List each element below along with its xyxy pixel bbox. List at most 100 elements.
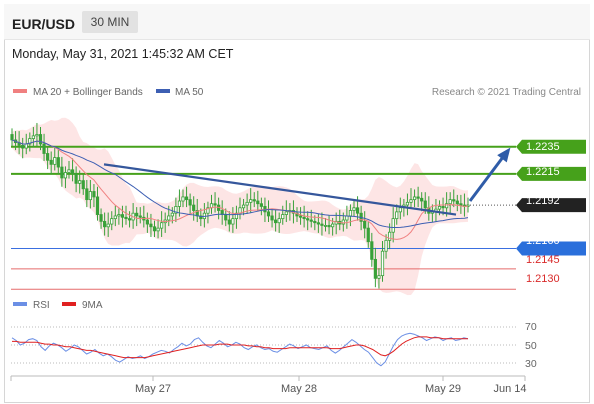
candle-body xyxy=(398,207,402,213)
level-tag-r1: 1.2215 xyxy=(516,166,586,181)
candle-body xyxy=(352,207,356,211)
interval-badge[interactable]: 30 MIN xyxy=(82,11,138,33)
candle-body xyxy=(409,199,413,203)
level-tag-r2: 1.2235 xyxy=(516,139,586,154)
candle-body xyxy=(256,200,260,205)
candle-body xyxy=(259,203,263,207)
rsi-ma-legend-label: 9MA xyxy=(82,300,103,311)
candle-body xyxy=(459,203,463,206)
candle-body xyxy=(331,223,335,228)
candle-body xyxy=(56,157,60,168)
candle-body xyxy=(188,199,192,206)
candle-body xyxy=(266,211,271,217)
rsi-tick-70: 70 xyxy=(525,321,537,333)
candle-body xyxy=(245,201,249,206)
rsi-legend-swatch xyxy=(13,302,27,306)
candle-body xyxy=(309,219,313,222)
candle-body xyxy=(380,250,385,277)
forecast-arrow-head xyxy=(497,147,511,163)
rsi-line xyxy=(11,332,469,367)
trendline xyxy=(103,163,457,216)
candle-body xyxy=(370,241,374,260)
candle-body xyxy=(412,196,417,201)
candle-body xyxy=(241,204,246,209)
candle-body xyxy=(184,196,189,201)
candle-body xyxy=(85,188,89,201)
candle-body xyxy=(420,197,424,202)
candle-body xyxy=(302,216,306,220)
rsi-ma-legend-swatch xyxy=(62,302,76,306)
ma20-legend-swatch xyxy=(13,89,27,93)
ma50-legend-label: MA 50 xyxy=(175,87,204,98)
candle-body xyxy=(341,219,345,225)
candle-body xyxy=(388,231,392,241)
candle-body xyxy=(88,191,92,201)
ma50-line xyxy=(11,139,469,229)
candle-body xyxy=(174,206,178,214)
candle-body xyxy=(384,239,388,252)
candle-body xyxy=(177,200,182,207)
candle-body xyxy=(437,206,442,210)
candle-body xyxy=(138,215,142,218)
x-tick-jun14: Jun 14 xyxy=(493,383,526,395)
candle-body xyxy=(152,226,157,232)
ma20-legend-label: MA 20 + Bollinger Bands xyxy=(33,87,143,98)
candle-body xyxy=(373,258,377,279)
candle-body xyxy=(395,211,399,220)
candle-body xyxy=(249,199,253,203)
candle-body xyxy=(366,227,370,243)
candle-body xyxy=(348,210,353,217)
candle-body xyxy=(60,166,64,179)
candle-body xyxy=(327,225,331,228)
candle-body xyxy=(92,191,96,198)
candle-body xyxy=(10,134,14,141)
candle-body xyxy=(110,218,114,225)
candle-body xyxy=(298,215,303,218)
level-tag-r2-text: 1.2235 xyxy=(526,141,560,153)
candle-body xyxy=(124,216,128,220)
candle-body xyxy=(192,204,196,211)
rsi-lines xyxy=(11,332,469,367)
candle-body xyxy=(277,218,281,224)
candle-body xyxy=(42,143,46,154)
candle-body xyxy=(149,223,153,228)
rsi-ma-line xyxy=(12,336,468,359)
candle-body xyxy=(49,159,53,165)
candle-body xyxy=(234,212,239,220)
time-axis-ticks xyxy=(10,376,526,381)
candle-body xyxy=(313,220,317,224)
candle-body xyxy=(127,218,132,221)
candle-body xyxy=(441,206,445,209)
candle-body xyxy=(181,196,185,202)
candle-body xyxy=(78,180,82,184)
level-tag-s1-text: 1.2145 xyxy=(526,254,560,266)
candle-body xyxy=(455,200,459,205)
candle-body xyxy=(316,222,320,225)
forecast-arrow xyxy=(468,147,511,202)
candle-body xyxy=(135,212,139,217)
candle-body xyxy=(452,199,456,202)
level-tag-r1-text: 1.2215 xyxy=(526,166,560,178)
candle-body xyxy=(99,214,103,222)
x-tick-may27: May 27 xyxy=(135,383,171,395)
candle-body xyxy=(270,215,274,221)
candle-body xyxy=(445,203,449,209)
candle-body xyxy=(95,196,100,215)
candle-body xyxy=(405,201,410,206)
candle-body xyxy=(63,172,68,179)
candle-body xyxy=(38,134,43,145)
candle-body xyxy=(160,222,164,229)
candle-body xyxy=(274,219,278,224)
candle-body xyxy=(28,138,32,145)
candle-body xyxy=(53,157,57,165)
level-tag-s2-text: 1.2130 xyxy=(526,273,560,285)
candle-body xyxy=(377,275,381,279)
candle-body xyxy=(320,223,324,226)
x-tick-may29: May 29 xyxy=(425,383,461,395)
candle-body xyxy=(355,207,360,214)
candle-body xyxy=(206,207,210,214)
candle-body xyxy=(106,223,110,228)
candle-body xyxy=(156,227,160,232)
candle-body xyxy=(334,220,338,225)
